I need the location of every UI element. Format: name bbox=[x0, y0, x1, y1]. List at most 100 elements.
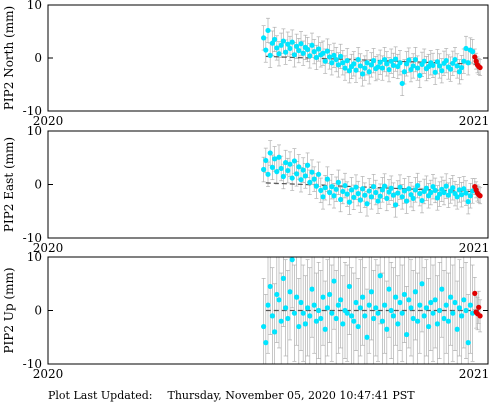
data-point-observed bbox=[410, 195, 416, 202]
data-point-observed bbox=[390, 313, 396, 319]
data-point-observed bbox=[388, 185, 394, 191]
data-point-observed bbox=[283, 49, 289, 55]
data-point-observed bbox=[309, 42, 315, 48]
data-point-observed bbox=[287, 45, 293, 52]
data-point-recent bbox=[477, 193, 483, 199]
y-tick-label: 0 bbox=[34, 51, 42, 65]
data-point-observed bbox=[441, 315, 447, 322]
data-point-observed bbox=[371, 58, 377, 64]
data-point-observed bbox=[443, 302, 449, 308]
data-point-observed bbox=[421, 58, 427, 64]
data-point-observed bbox=[373, 305, 379, 311]
data-point-observed bbox=[432, 297, 438, 303]
data-point-observed bbox=[399, 194, 405, 200]
x-tick-label: 2021 bbox=[459, 367, 490, 381]
error-bars bbox=[261, 256, 483, 365]
data-point-observed bbox=[397, 299, 403, 306]
data-point-observed bbox=[261, 35, 267, 41]
x-tick-label: 2021 bbox=[459, 114, 490, 128]
data-point-observed bbox=[283, 305, 289, 311]
data-point-observed bbox=[346, 199, 352, 205]
x-tick-label: 2021 bbox=[459, 241, 490, 255]
data-point-observed bbox=[338, 297, 344, 303]
data-point-observed bbox=[390, 192, 396, 198]
data-point-observed bbox=[386, 189, 392, 195]
data-point-observed bbox=[417, 190, 423, 197]
data-point-observed bbox=[272, 329, 278, 335]
y-tick-label: 10 bbox=[27, 0, 42, 12]
last-updated-label: Plot Last Updated: bbox=[48, 389, 153, 402]
data-point-observed bbox=[430, 310, 436, 316]
data-point-observed bbox=[461, 297, 467, 303]
data-point-observed bbox=[360, 294, 366, 300]
data-point-observed bbox=[434, 59, 440, 65]
data-point-observed bbox=[428, 299, 434, 306]
y-tick-label: -10 bbox=[23, 104, 42, 118]
data-point-observed bbox=[298, 41, 304, 47]
data-point-observed bbox=[379, 65, 385, 71]
data-point-observed bbox=[313, 54, 319, 61]
data-point-observed bbox=[382, 302, 388, 308]
data-point-observed bbox=[267, 150, 273, 156]
data-point-observed bbox=[280, 275, 286, 281]
series-observed bbox=[261, 150, 476, 208]
data-point-observed bbox=[439, 286, 445, 292]
data-point-observed bbox=[448, 294, 454, 300]
data-point-observed bbox=[300, 50, 306, 56]
data-point-observed bbox=[351, 61, 357, 67]
data-point-observed bbox=[346, 68, 352, 74]
data-point-observed bbox=[408, 192, 414, 198]
data-point-observed bbox=[375, 64, 381, 70]
data-point-observed bbox=[463, 190, 469, 196]
chart-panel-3: -10 0 10 2020 2021 PIP2 Up (mm) bbox=[2, 250, 489, 381]
y-tick-label: 10 bbox=[27, 124, 42, 138]
data-point-observed bbox=[443, 58, 449, 64]
plot-footer: Plot Last Updated: Thursday, November 05… bbox=[48, 389, 415, 402]
data-point-observed bbox=[300, 167, 306, 173]
data-point-observed bbox=[291, 158, 297, 164]
data-point-observed bbox=[410, 63, 416, 69]
data-point-observed bbox=[313, 183, 319, 189]
data-point-observed bbox=[368, 194, 374, 200]
data-point-observed bbox=[329, 184, 335, 190]
data-point-observed bbox=[377, 273, 383, 279]
data-point-observed bbox=[377, 193, 383, 199]
data-point-observed bbox=[296, 47, 302, 54]
y-axis-label: PIP2 Up (mm) bbox=[2, 267, 16, 353]
data-point-observed bbox=[364, 201, 370, 207]
data-point-observed bbox=[274, 291, 280, 298]
data-point-observed bbox=[445, 318, 451, 324]
data-point-observed bbox=[285, 167, 291, 174]
data-point-observed bbox=[267, 52, 273, 58]
data-point-recent bbox=[477, 313, 483, 319]
data-point-observed bbox=[333, 186, 339, 192]
data-point-observed bbox=[265, 27, 271, 34]
data-point-observed bbox=[366, 188, 372, 194]
data-point-observed bbox=[382, 56, 388, 63]
data-point-observed bbox=[412, 187, 418, 193]
data-point-observed bbox=[439, 68, 445, 74]
data-point-observed bbox=[360, 186, 366, 192]
data-point-observed bbox=[298, 299, 304, 306]
data-point-observed bbox=[355, 56, 361, 63]
data-point-observed bbox=[305, 162, 311, 168]
data-point-observed bbox=[384, 326, 390, 332]
data-point-observed bbox=[465, 340, 471, 346]
data-point-observed bbox=[417, 72, 423, 79]
data-point-observed bbox=[309, 286, 315, 292]
data-point-observed bbox=[452, 56, 458, 63]
data-point-observed bbox=[423, 185, 429, 191]
data-point-observed bbox=[320, 294, 326, 300]
data-point-observed bbox=[302, 321, 308, 327]
y-axis-label: PIP2 East (mm) bbox=[2, 137, 16, 232]
data-point-observed bbox=[448, 66, 454, 72]
data-point-observed bbox=[327, 54, 333, 60]
y-tick-label: 10 bbox=[27, 250, 42, 264]
data-point-observed bbox=[465, 199, 471, 205]
data-point-recent bbox=[476, 304, 482, 310]
last-updated-timestamp: Thursday, November 05, 2020 10:47:41 PST bbox=[167, 389, 415, 402]
data-point-observed bbox=[397, 184, 403, 190]
data-point-observed bbox=[263, 340, 269, 346]
data-point-observed bbox=[434, 321, 440, 327]
